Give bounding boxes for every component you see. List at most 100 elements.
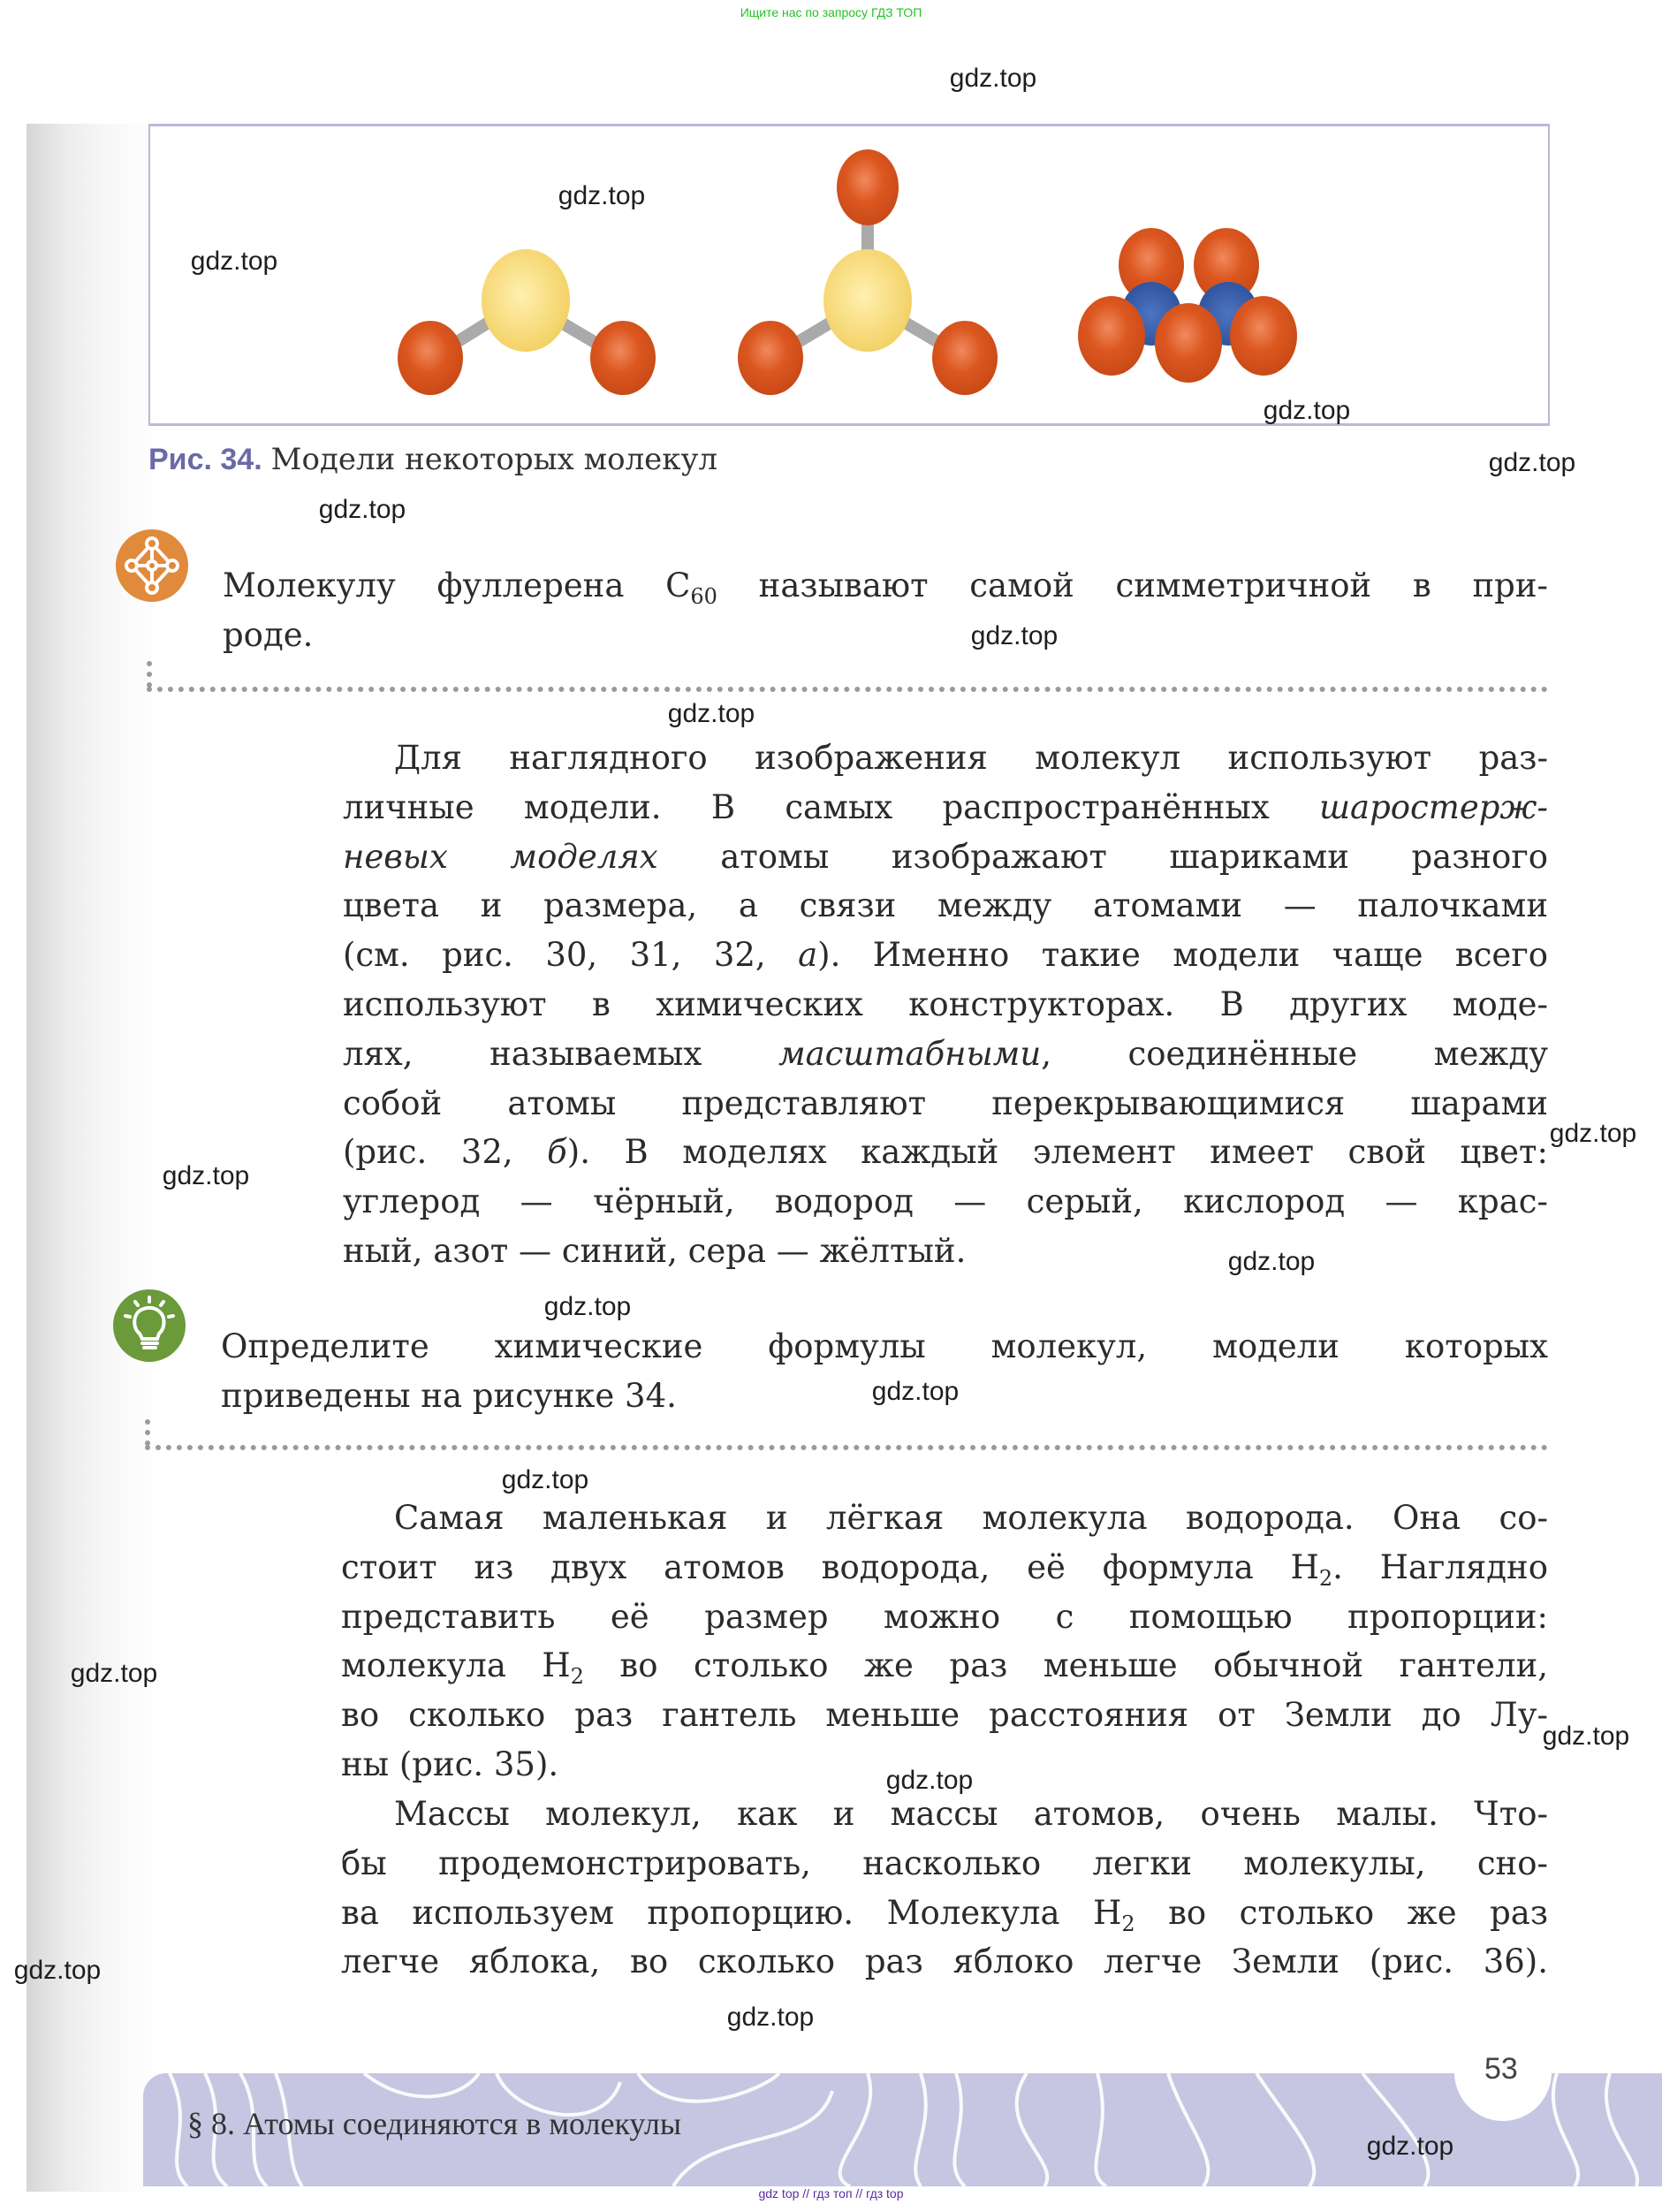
text-line: Для наглядного изображения молекул испол… — [394, 734, 1548, 783]
page-number-notch — [1454, 2024, 1552, 2121]
oxygen-atom — [590, 321, 656, 395]
sulfur-atom — [823, 249, 912, 352]
watermark: gdz.top — [1227, 1247, 1316, 1276]
watermark: gdz.top — [885, 1766, 974, 1795]
lightbulb-icon — [113, 1289, 186, 1362]
text-segment: приведены на рисунке 34. — [221, 1376, 677, 1415]
text-line: лях, называемых масштабными, соединённые… — [343, 1030, 1548, 1079]
subscript: 2 — [570, 1664, 584, 1690]
text-line: используют в химических конструкторах. В… — [343, 980, 1548, 1030]
figure-caption: Рис. 34. Модели некоторых молекул — [148, 442, 717, 477]
watermark: gdz.top — [949, 64, 1037, 93]
text-segment: роде. — [223, 615, 314, 654]
italic-term: а — [798, 936, 818, 975]
watermark: gdz.top — [558, 181, 646, 210]
watermark: gdz.top — [13, 1956, 102, 1985]
text-segment: Для наглядного изображения молекул испол… — [394, 739, 1548, 777]
text-segment: , соединённые между — [1041, 1034, 1548, 1073]
text-segment: во сколько раз гантель меньше расстояния… — [341, 1696, 1548, 1735]
text-line: невых моделях атомы изображают шариками … — [343, 832, 1548, 882]
text-segment: ный, азот — синий, сера — жёлтый. — [343, 1232, 967, 1270]
text-line: во сколько раз гантель меньше расстояния… — [341, 1691, 1548, 1740]
italic-term: б — [547, 1133, 567, 1172]
watermark: gdz.top — [190, 247, 278, 276]
oxygen-atom — [932, 321, 998, 395]
so2-molecule-model — [398, 249, 656, 395]
dotted-divider — [147, 661, 157, 688]
watermark: gdz.top — [1549, 1119, 1637, 1148]
text-segment: ва используем пропорцию. Молекула H — [341, 1893, 1122, 1932]
italic-term: невых моделях — [343, 837, 658, 876]
so3-molecule-model — [738, 149, 998, 395]
text-line: собой атомы представляют перекрывающимис… — [343, 1079, 1548, 1129]
text-line: углерод — чёрный, водород — серый, кисло… — [343, 1177, 1548, 1227]
text-segment: углерод — чёрный, водород — серый, кисло… — [343, 1182, 1548, 1221]
text-line: Самая маленькая и лёгкая молекула водоро… — [394, 1494, 1548, 1543]
text-segment: стоит из двух атомов водорода, её формул… — [341, 1547, 1319, 1586]
text-segment: молекула H — [341, 1646, 571, 1685]
dotted-divider — [145, 1419, 156, 1446]
text-line: ны (рис. 35). — [341, 1740, 1548, 1790]
text-segment: называют самой симметричной в при- — [717, 566, 1548, 604]
oxygen-atom — [738, 321, 803, 395]
subscript: 60 — [690, 584, 717, 609]
text-segment: лях, называемых — [343, 1034, 778, 1073]
molecule-models-figure — [398, 149, 1297, 395]
text-line: молекула H2 во столько же раз меньше обы… — [341, 1641, 1548, 1691]
text-line: Молекулу фуллерена C60 называют самой си… — [223, 561, 1548, 611]
oxygen-atom — [1119, 228, 1184, 302]
subscript: 2 — [1121, 1911, 1135, 1936]
italic-term: масштабными — [778, 1034, 1042, 1073]
watermark: gdz.top — [871, 1377, 960, 1406]
dotted-divider — [145, 1445, 1548, 1450]
oxygen-atom — [1230, 296, 1297, 376]
text-line: (рис. 32, б). В моделях каждый элемент и… — [343, 1128, 1548, 1177]
watermark: gdz.top — [162, 1161, 250, 1190]
text-line: роде. — [223, 611, 1548, 660]
oxygen-atom — [1155, 303, 1222, 383]
text-segment: представить её размер можно с помощью пр… — [341, 1597, 1548, 1636]
text-segment: атомы изображают шариками разного — [657, 837, 1548, 876]
text-segment: бы продемонстрировать, насколько легки м… — [341, 1843, 1548, 1882]
oxygen-atom — [398, 321, 463, 395]
watermark: gdz.top — [667, 699, 755, 728]
page-gutter-shadow — [27, 124, 159, 2192]
section-title: § 8. Атомы соединяются в молекулы — [187, 2106, 682, 2141]
text-segment: цвета и размера, а связи между атомами —… — [343, 886, 1548, 925]
text-line: приведены на рисунке 34. — [221, 1372, 1548, 1421]
oxygen-atom — [1078, 296, 1145, 376]
watermark: gdz.top — [70, 1659, 158, 1688]
watermark: gdz.top — [726, 2003, 815, 2032]
text-segment: (рис. 32, — [343, 1133, 548, 1172]
text-line: Массы молекул, как и массы атомов, очень… — [394, 1790, 1548, 1839]
text-segment: ). Именно такие модели чаще всего — [817, 936, 1548, 975]
italic-term: шаростерж- — [1318, 787, 1548, 826]
text-line: ный, азот — синий, сера — жёлтый. — [343, 1227, 1548, 1276]
watermark: gdz.top — [970, 621, 1059, 650]
text-segment: ны (рис. 35). — [341, 1745, 559, 1783]
watermark: gdz.top — [543, 1292, 632, 1321]
text-segment: Массы молекул, как и массы атомов, очень… — [394, 1795, 1548, 1833]
text-line: личные модели. В самых распространённых … — [343, 783, 1548, 832]
molecule-icon — [116, 529, 188, 602]
footer-band — [143, 2073, 1662, 2186]
watermark: gdz.top — [1366, 2132, 1454, 2161]
watermark: gdz.top — [501, 1465, 589, 1494]
text-line: ва используем пропорцию. Молекула H2 во … — [341, 1889, 1548, 1938]
text-line: стоит из двух атомов водорода, её формул… — [341, 1543, 1548, 1592]
subscript: 2 — [1318, 1565, 1333, 1591]
text-line: (см. рис. 30, 31, 32, а). Именно такие м… — [343, 931, 1548, 980]
text-segment: личные модели. В самых распространённых — [343, 787, 1319, 826]
text-segment: во столько же раз — [1135, 1893, 1548, 1932]
text-segment: во столько же раз меньше обычной гантели… — [583, 1646, 1548, 1685]
n2o4-molecule-model — [1078, 228, 1297, 383]
text-line: цвета и размера, а связи между атомами —… — [343, 881, 1548, 931]
sulfur-atom — [482, 249, 570, 352]
text-line: представить её размер можно с помощью пр… — [341, 1592, 1548, 1642]
text-segment: Определите химические формулы молекул, м… — [221, 1327, 1548, 1365]
figure-34-frame — [148, 124, 1550, 426]
oxygen-atom — [1194, 228, 1259, 302]
bottom-note: gdz top // гдз топ // гдз top — [758, 2186, 904, 2201]
text-segment: легче яблока, во сколько раз яблоко легч… — [341, 1942, 1548, 1981]
text-segment: ). В моделях каждый элемент имеет свой ц… — [566, 1133, 1548, 1172]
